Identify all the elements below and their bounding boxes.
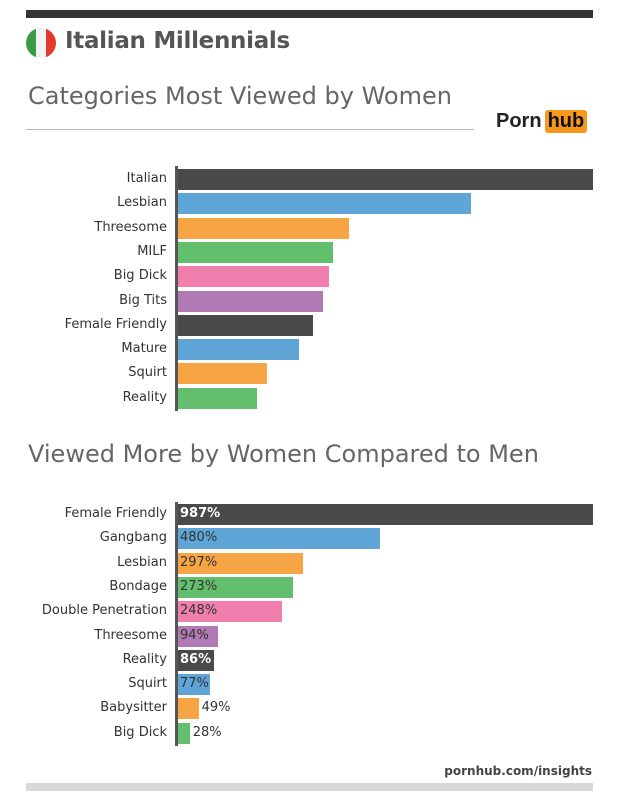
category-label: Female Friendly bbox=[64, 316, 167, 332]
bar bbox=[178, 290, 323, 312]
logo-part1: Porn bbox=[496, 110, 542, 132]
logo-part2: hub bbox=[544, 110, 588, 133]
category-label: Babysitter bbox=[100, 700, 167, 716]
value-label: 297% bbox=[180, 554, 218, 570]
bar bbox=[178, 601, 283, 623]
category-label: Squirt bbox=[128, 365, 167, 381]
value-label: 94% bbox=[180, 627, 209, 643]
value-label: 77% bbox=[180, 676, 209, 692]
bar bbox=[178, 552, 303, 574]
bar bbox=[178, 314, 313, 336]
bottom-bar bbox=[26, 783, 593, 791]
value-label: 480% bbox=[180, 530, 218, 546]
category-label: Female Friendly bbox=[64, 506, 167, 521]
bar bbox=[178, 266, 329, 288]
category-label: Big Dick bbox=[113, 268, 167, 284]
bar bbox=[178, 241, 333, 263]
chart1-title: Categories Most Viewed by Women bbox=[28, 82, 452, 110]
category-label: Reality bbox=[122, 389, 167, 405]
value-label: 273% bbox=[180, 578, 218, 594]
bar bbox=[178, 193, 472, 215]
page-title: Italian Millennials bbox=[65, 28, 290, 54]
bar bbox=[178, 339, 299, 361]
category-label: Threesome bbox=[94, 219, 167, 235]
chart2-title: Viewed More by Women Compared to Men bbox=[28, 440, 539, 468]
value-label: 28% bbox=[192, 724, 222, 740]
top-bar bbox=[26, 10, 593, 18]
category-label: Bondage bbox=[109, 578, 167, 594]
bar bbox=[178, 169, 593, 190]
category-label: Mature bbox=[121, 341, 167, 357]
italy-flag-icon bbox=[26, 28, 56, 58]
category-label: MILF bbox=[137, 243, 167, 259]
category-label: Lesbian bbox=[117, 554, 167, 570]
divider bbox=[26, 129, 474, 130]
bar bbox=[178, 217, 349, 239]
axis-line bbox=[175, 502, 178, 746]
value-label: 987% bbox=[180, 506, 221, 521]
category-label: Big Dick bbox=[113, 724, 167, 740]
pornhub-logo: Porn hub bbox=[496, 110, 588, 133]
value-label: 49% bbox=[201, 700, 231, 716]
bar bbox=[178, 698, 199, 720]
category-label: Threesome bbox=[94, 627, 167, 643]
category-label: Double Penetration bbox=[41, 603, 167, 619]
source-link[interactable]: pornhub.com/insights bbox=[444, 764, 592, 778]
category-label: Lesbian bbox=[117, 195, 167, 211]
category-label: Italian bbox=[126, 171, 167, 186]
category-label: Reality bbox=[122, 651, 167, 667]
bar bbox=[178, 528, 380, 550]
axis-line bbox=[175, 166, 178, 411]
category-label: Big Tits bbox=[119, 292, 167, 308]
bar bbox=[178, 722, 190, 744]
category-label: Gangbang bbox=[99, 530, 167, 546]
bar bbox=[178, 625, 218, 647]
bar bbox=[178, 504, 593, 525]
category-label: Squirt bbox=[128, 676, 167, 692]
bar bbox=[178, 674, 211, 696]
bar bbox=[178, 387, 257, 409]
value-label: 86% bbox=[180, 651, 212, 667]
bar bbox=[178, 649, 215, 671]
bar bbox=[178, 576, 293, 598]
bar bbox=[178, 363, 267, 385]
value-label: 248% bbox=[180, 603, 218, 619]
